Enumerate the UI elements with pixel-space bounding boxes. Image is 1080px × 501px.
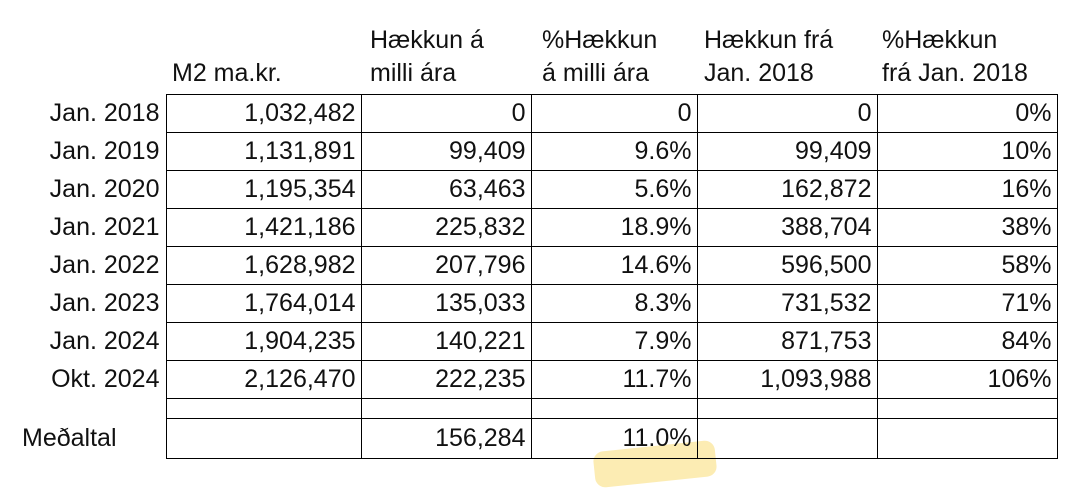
cell-m2[interactable]: 1,421,186	[165, 208, 362, 247]
row-label: Jan. 2019	[49, 137, 160, 165]
cell-hakkun[interactable]: 99,409	[360, 132, 532, 171]
cell-pct-fra[interactable]: 10%	[876, 132, 1058, 171]
empty-cell[interactable]	[696, 398, 878, 419]
table-row: Jan. 2023 1,764,014 135,033 8.3% 731,532 71%	[0, 284, 1058, 323]
cell-pct-hakkun[interactable]: 0	[530, 94, 698, 133]
header-hakkun-milli-ara: Hækkun á milli ára	[370, 26, 484, 87]
cell-hakkun-fra[interactable]: 388,704	[696, 208, 878, 247]
average-cell-hakkun-fra[interactable]	[696, 418, 878, 459]
empty-cell[interactable]	[360, 398, 532, 419]
empty-cell[interactable]	[165, 398, 362, 419]
row-label: Jan. 2021	[49, 213, 160, 241]
header-m2: M2 ma.kr.	[172, 59, 282, 87]
data-table: Jan. 2018 1,032,482 0 0 0 0% Jan. 2019 1,131,89…	[0, 94, 1058, 459]
cell-pct-fra[interactable]: 84%	[876, 322, 1058, 361]
empty-cell[interactable]	[530, 398, 698, 419]
empty-row	[0, 398, 1058, 419]
cell-pct-fra[interactable]: 106%	[876, 360, 1058, 399]
cell-hakkun-fra[interactable]: 1,093,988	[696, 360, 878, 399]
cell-hakkun[interactable]: 63,463	[360, 170, 532, 209]
cell-pct-fra[interactable]: 38%	[876, 208, 1058, 247]
average-cell-hakkun[interactable]: 156,284	[360, 418, 532, 459]
table-row: Jan. 2022 1,628,982 207,796 14.6% 596,500 58%	[0, 246, 1058, 285]
cell-m2[interactable]: 1,131,891	[165, 132, 362, 171]
cell-pct-fra[interactable]: 71%	[876, 284, 1058, 323]
cell-m2[interactable]: 1,032,482	[165, 94, 362, 133]
header-hakkun-fra-jan-2018: Hækkun frá Jan. 2018	[704, 26, 834, 87]
average-cell-m2[interactable]	[165, 418, 362, 459]
cell-hakkun-fra[interactable]: 731,532	[696, 284, 878, 323]
table-row: Jan. 2021 1,421,186 225,832 18.9% 388,704 38%	[0, 208, 1058, 247]
cell-hakkun-fra[interactable]: 0	[696, 94, 878, 133]
empty-cell[interactable]	[876, 398, 1058, 419]
cell-hakkun[interactable]: 222,235	[360, 360, 532, 399]
cell-hakkun-fra[interactable]: 871,753	[696, 322, 878, 361]
average-cell-pct-hakkun[interactable]: 11.0%	[530, 418, 698, 459]
row-label	[0, 399, 166, 419]
cell-hakkun[interactable]: 135,033	[360, 284, 532, 323]
table-row: Jan. 2020 1,195,354 63,463 5.6% 162,872 16%	[0, 170, 1058, 209]
table-row: Jan. 2024 1,904,235 140,221 7.9% 871,753 84%	[0, 322, 1058, 361]
cell-hakkun-fra[interactable]: 162,872	[696, 170, 878, 209]
cell-hakkun-fra[interactable]: 596,500	[696, 246, 878, 285]
average-label: Meðaltal	[22, 424, 117, 452]
cell-hakkun[interactable]: 0	[360, 94, 532, 133]
cell-m2[interactable]: 1,195,354	[165, 170, 362, 209]
header-pct-hakkun-milli-ara: %Hækkun á milli ára	[542, 26, 658, 87]
row-label: Jan. 2023	[49, 289, 160, 317]
cell-m2[interactable]: 1,628,982	[165, 246, 362, 285]
cell-pct-hakkun[interactable]: 5.6%	[530, 170, 698, 209]
row-label: Jan. 2022	[49, 251, 160, 279]
table-row: Okt. 2024 2,126,470 222,235 11.7% 1,093,988 1…	[0, 360, 1058, 399]
cell-hakkun[interactable]: 225,832	[360, 208, 532, 247]
row-label: Jan. 2020	[49, 175, 160, 203]
cell-hakkun-fra[interactable]: 99,409	[696, 132, 878, 171]
row-label: Okt. 2024	[51, 365, 160, 393]
cell-m2[interactable]: 1,764,014	[165, 284, 362, 323]
table-row: Jan. 2018 1,032,482 0 0 0 0%	[0, 94, 1058, 133]
cell-pct-hakkun[interactable]: 9.6%	[530, 132, 698, 171]
row-label: Jan. 2018	[49, 99, 160, 127]
cell-m2[interactable]: 2,126,470	[165, 360, 362, 399]
cell-pct-fra[interactable]: 58%	[876, 246, 1058, 285]
cell-hakkun[interactable]: 140,221	[360, 322, 532, 361]
cell-pct-hakkun[interactable]: 18.9%	[530, 208, 698, 247]
cell-pct-fra[interactable]: 16%	[876, 170, 1058, 209]
cell-pct-hakkun[interactable]: 14.6%	[530, 246, 698, 285]
row-label: Jan. 2024	[49, 327, 160, 355]
cell-hakkun[interactable]: 207,796	[360, 246, 532, 285]
table-row: Jan. 2019 1,131,891 99,409 9.6% 99,409 10%	[0, 132, 1058, 171]
average-cell-pct-fra[interactable]	[876, 418, 1058, 459]
average-row: Meðaltal 156,284 11.0%	[0, 418, 1058, 459]
cell-pct-fra[interactable]: 0%	[876, 94, 1058, 133]
cell-m2[interactable]: 1,904,235	[165, 322, 362, 361]
cell-pct-hakkun[interactable]: 8.3%	[530, 284, 698, 323]
header-pct-hakkun-fra-jan-2018: %Hækkun frá Jan. 2018	[882, 26, 1028, 87]
cell-pct-hakkun[interactable]: 11.7%	[530, 360, 698, 399]
cell-pct-hakkun[interactable]: 7.9%	[530, 322, 698, 361]
